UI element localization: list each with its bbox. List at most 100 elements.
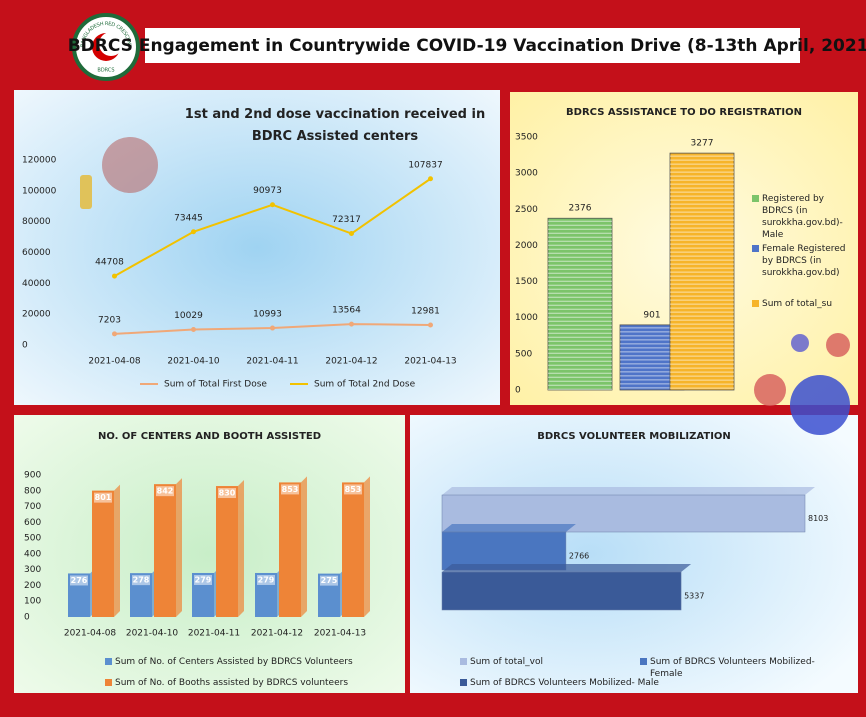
legend-swatch bbox=[105, 658, 112, 665]
logo-abbr: BDRCS bbox=[97, 68, 114, 74]
y-tick-label: 1000 bbox=[515, 313, 538, 323]
bar-side bbox=[114, 485, 120, 617]
chart-title: BDRCS ASSISTANCE TO DO REGISTRATION bbox=[510, 103, 858, 122]
chart-title: NO. OF CENTERS AND BOOTH ASSISTED bbox=[14, 427, 405, 446]
legend-swatch bbox=[460, 658, 467, 665]
y-tick-label: 3500 bbox=[515, 133, 538, 143]
data-label: 44708 bbox=[95, 258, 124, 268]
chart-title: BDRCS VOLUNTEER MOBILIZATION bbox=[410, 427, 858, 446]
bar bbox=[548, 218, 612, 390]
y-tick-label: 100000 bbox=[22, 186, 57, 196]
data-label: 2766 bbox=[569, 552, 589, 561]
data-label: 801 bbox=[95, 493, 112, 502]
legend-label: Female Registered by BDRCS (in surokkha.… bbox=[762, 243, 857, 279]
data-label: 10029 bbox=[174, 311, 203, 321]
x-tick-label: 2021-04-11 bbox=[188, 629, 240, 639]
x-tick-label: 2021-04-08 bbox=[88, 357, 141, 367]
y-tick-label: 80000 bbox=[22, 217, 51, 227]
y-tick-label: 900 bbox=[24, 471, 41, 481]
point bbox=[349, 231, 354, 236]
point bbox=[112, 274, 117, 279]
data-label: 12981 bbox=[411, 306, 440, 316]
legend-label: Sum of BDRCS Volunteers Mobilized- Male bbox=[470, 677, 670, 689]
point bbox=[428, 322, 433, 327]
legend-label: Sum of No. of Booths assisted by BDRCS v… bbox=[115, 677, 395, 689]
data-label: 901 bbox=[643, 310, 660, 320]
x-tick-label: 2021-04-12 bbox=[325, 357, 377, 367]
bar bbox=[279, 482, 301, 617]
legend-swatch bbox=[752, 195, 759, 202]
y-tick-label: 3000 bbox=[515, 169, 538, 179]
data-label: 13564 bbox=[332, 306, 361, 316]
data-label: 276 bbox=[71, 576, 88, 585]
legend-swatch bbox=[460, 679, 467, 686]
chart-title: 1st and 2nd dose vaccination received in… bbox=[170, 104, 500, 148]
x-tick-label: 2021-04-10 bbox=[126, 629, 179, 639]
bar-side bbox=[176, 478, 182, 617]
dashboard: BANGLADESH RED CRESCENT SOCIETY BDRCS BD… bbox=[0, 0, 866, 717]
legend-label: Sum of Total First Dose bbox=[164, 380, 267, 390]
data-label: 3277 bbox=[691, 139, 714, 149]
bar bbox=[670, 153, 734, 390]
y-tick-label: 20000 bbox=[22, 310, 51, 320]
data-label: 278 bbox=[133, 576, 150, 585]
data-label: 72317 bbox=[332, 215, 361, 225]
bar bbox=[216, 486, 238, 617]
data-label: 107837 bbox=[408, 160, 442, 170]
legend-label: Sum of Total 2nd Dose bbox=[314, 380, 416, 390]
legend-label: Sum of total_su bbox=[762, 298, 857, 310]
y-tick-label: 0 bbox=[24, 613, 30, 623]
y-tick-label: 40000 bbox=[22, 279, 51, 289]
y-tick-label: 500 bbox=[515, 349, 532, 359]
y-tick-label: 400 bbox=[24, 549, 41, 559]
point bbox=[191, 229, 196, 234]
point bbox=[428, 176, 433, 181]
bar-top bbox=[442, 524, 576, 532]
y-tick-label: 500 bbox=[24, 534, 41, 544]
y-tick-label: 1500 bbox=[515, 277, 538, 287]
data-label: 73445 bbox=[174, 213, 203, 223]
data-label: 853 bbox=[345, 485, 362, 494]
y-tick-label: 0 bbox=[22, 341, 28, 351]
x-tick-label: 2021-04-08 bbox=[64, 629, 117, 639]
data-label: 90973 bbox=[253, 186, 282, 196]
point bbox=[112, 331, 117, 336]
x-tick-label: 2021-04-10 bbox=[167, 357, 220, 367]
y-tick-label: 600 bbox=[24, 518, 41, 528]
y-tick-label: 120000 bbox=[22, 156, 57, 166]
legend-swatch bbox=[105, 679, 112, 686]
y-tick-label: 300 bbox=[24, 565, 41, 575]
data-label: 2376 bbox=[569, 204, 592, 214]
y-tick-label: 60000 bbox=[22, 248, 51, 258]
bar-side bbox=[301, 476, 307, 617]
legend-swatch bbox=[752, 300, 759, 307]
x-tick-label: 2021-04-13 bbox=[314, 629, 366, 639]
bar bbox=[342, 482, 364, 617]
y-tick-label: 0 bbox=[515, 386, 521, 396]
legend-label: Sum of total_vol bbox=[470, 656, 670, 668]
x-tick-label: 2021-04-12 bbox=[251, 629, 303, 639]
data-label: 8103 bbox=[808, 514, 828, 523]
y-tick-label: 2000 bbox=[515, 241, 538, 251]
y-tick-label: 200 bbox=[24, 581, 41, 591]
data-label: 853 bbox=[282, 485, 299, 494]
x-tick-label: 2021-04-13 bbox=[404, 357, 456, 367]
point bbox=[270, 202, 275, 207]
point bbox=[349, 322, 354, 327]
bar bbox=[92, 491, 114, 617]
x-tick-label: 2021-04-11 bbox=[246, 357, 298, 367]
bar-top bbox=[442, 487, 815, 495]
legend-label: Registered by BDRCS (in surokkha.gov.bd)… bbox=[762, 193, 857, 241]
y-tick-label: 2500 bbox=[515, 205, 538, 215]
y-tick-label: 800 bbox=[24, 486, 41, 496]
data-label: 7203 bbox=[98, 315, 121, 325]
bar-top bbox=[442, 564, 691, 572]
data-label: 830 bbox=[219, 489, 236, 498]
legend-swatch bbox=[752, 245, 759, 252]
page-title: BDRCS Engagement in Countrywide COVID-19… bbox=[68, 36, 866, 56]
point bbox=[270, 326, 275, 331]
data-label: 5337 bbox=[684, 592, 704, 601]
data-label: 279 bbox=[258, 575, 275, 584]
data-label: 279 bbox=[195, 575, 212, 584]
bar bbox=[442, 572, 681, 610]
